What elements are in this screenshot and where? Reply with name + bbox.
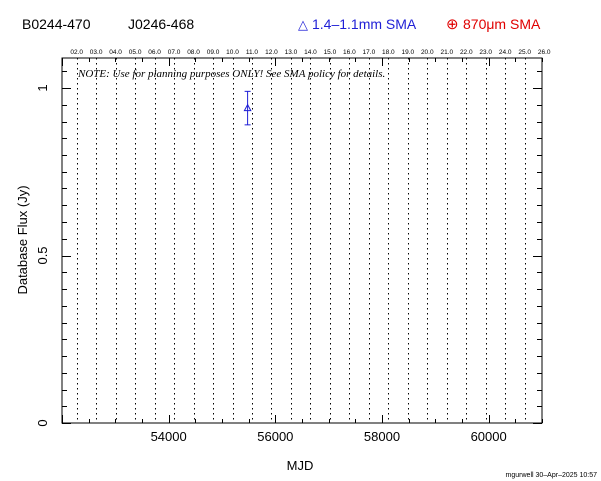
source-name: B0244-470 [22, 16, 91, 32]
year-label: 13.0 [285, 49, 298, 56]
year-label: 16.0 [343, 49, 356, 56]
y-axis-ticks: 00.51 [35, 71, 542, 427]
x-tick-label: 60000 [471, 429, 507, 444]
plot-credit: mgurwell 30–Apr–2025 10:57 [506, 472, 598, 479]
year-label: 14.0 [304, 49, 317, 56]
year-label: 11.0 [246, 49, 259, 56]
year-label: 06.0 [148, 49, 161, 56]
year-label: 18.0 [382, 49, 395, 56]
y-tick-label: 1 [35, 84, 50, 91]
planning-note: NOTE: Use for planning purposes ONLY! Se… [77, 68, 385, 80]
year-label: 09.0 [207, 49, 220, 56]
x-tick-label: 54000 [151, 429, 187, 444]
year-label: 23.0 [479, 49, 492, 56]
year-label: 15.0 [324, 49, 337, 56]
year-label: 25.0 [518, 49, 531, 56]
year-label: 10.0 [226, 49, 239, 56]
x-tick-label: 56000 [257, 429, 293, 444]
year-label: 21.0 [440, 49, 453, 56]
plot-frame [61, 57, 543, 424]
year-label: 07.0 [168, 49, 181, 56]
year-label: 05.0 [129, 49, 142, 56]
data-point [243, 103, 252, 112]
legend-blue-label: 1.4–1.1mm SMA [312, 16, 417, 32]
year-label: 12.0 [265, 49, 278, 56]
legend-red-label: 870μm SMA [463, 16, 541, 32]
legend-red-icon: ⊕ [446, 16, 459, 33]
year-label: 03.0 [90, 49, 103, 56]
year-labels: 02.0 03.0 04.0 05.0 06.0 07.0 08.0 09.0 10.0 11.0… [70, 49, 551, 56]
legend-blue-icon: △ [298, 17, 308, 32]
x-tick-label: 58000 [364, 429, 400, 444]
year-label: 22.0 [460, 49, 473, 56]
y-tick-label: 0 [35, 419, 50, 426]
year-gridlines [77, 58, 526, 423]
year-label: 02.0 [70, 49, 83, 56]
year-label: 24.0 [499, 49, 512, 56]
y-axis-title: Database Flux (Jy) [15, 185, 30, 294]
x-axis-title: MJD [287, 458, 314, 473]
data-points [243, 90, 252, 126]
alt-name: J0246-468 [128, 16, 194, 32]
year-label: 19.0 [401, 49, 414, 56]
year-label: 20.0 [421, 49, 434, 56]
y-tick-label: 0.5 [35, 246, 50, 264]
year-label: 08.0 [187, 49, 200, 56]
year-label: 26.0 [538, 49, 551, 56]
year-label: 04.0 [109, 49, 122, 56]
x-axis-ticks: 54000 56000 58000 60000 [62, 58, 543, 444]
year-label: 17.0 [363, 49, 376, 56]
